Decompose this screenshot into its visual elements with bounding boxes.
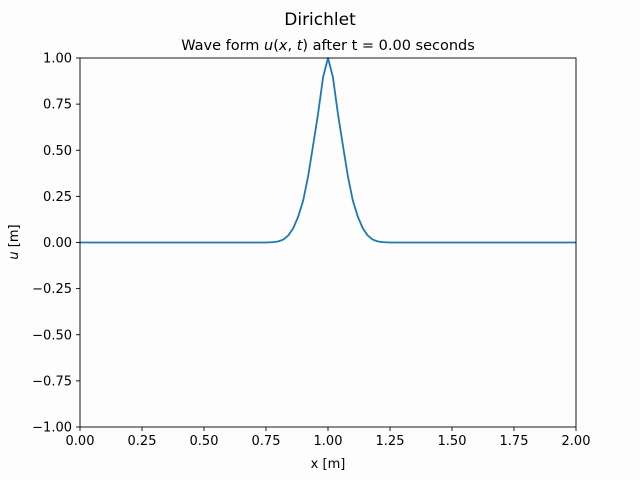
x-axis-label: x [m] <box>311 457 346 472</box>
y-tick-label: −0.75 <box>32 374 72 389</box>
plot-area <box>79 57 577 428</box>
x-tick-label: 1.25 <box>376 434 405 449</box>
y-tick-label: 0.25 <box>43 190 72 205</box>
y-tick-label: 0.50 <box>43 144 72 159</box>
x-tick-label: 0.75 <box>252 434 281 449</box>
x-tick-label: 1.50 <box>438 434 467 449</box>
y-tick-label: 0.00 <box>43 236 72 251</box>
y-axis-label: u [m] <box>7 224 22 259</box>
y-axis: −1.00 −0.75 −0.50 −0.25 0.00 0.25 0.50 0.75 1.00 <box>32 52 80 436</box>
x-tick-label: 1.00 <box>314 434 343 449</box>
suptitle: Dirichlet <box>284 10 356 30</box>
x-tick-label: 1.75 <box>500 434 529 449</box>
y-tick-label: −0.50 <box>32 328 72 343</box>
y-tick-label: −0.25 <box>32 282 72 297</box>
x-tick-label: 0.25 <box>128 434 157 449</box>
chart-title: Wave form u(x, t) after t = 0.00 seconds <box>181 38 475 54</box>
y-tick-label: −1.00 <box>32 421 72 436</box>
x-tick-label: 0.50 <box>190 434 219 449</box>
y-tick-label: 1.00 <box>43 52 72 67</box>
x-axis: 0.00 0.25 0.50 0.75 1.00 1.25 1.50 1.75 2.00 <box>66 427 591 449</box>
y-tick-label: 0.75 <box>43 98 72 113</box>
x-tick-label: 2.00 <box>562 434 591 449</box>
x-tick-label: 0.00 <box>66 434 95 449</box>
